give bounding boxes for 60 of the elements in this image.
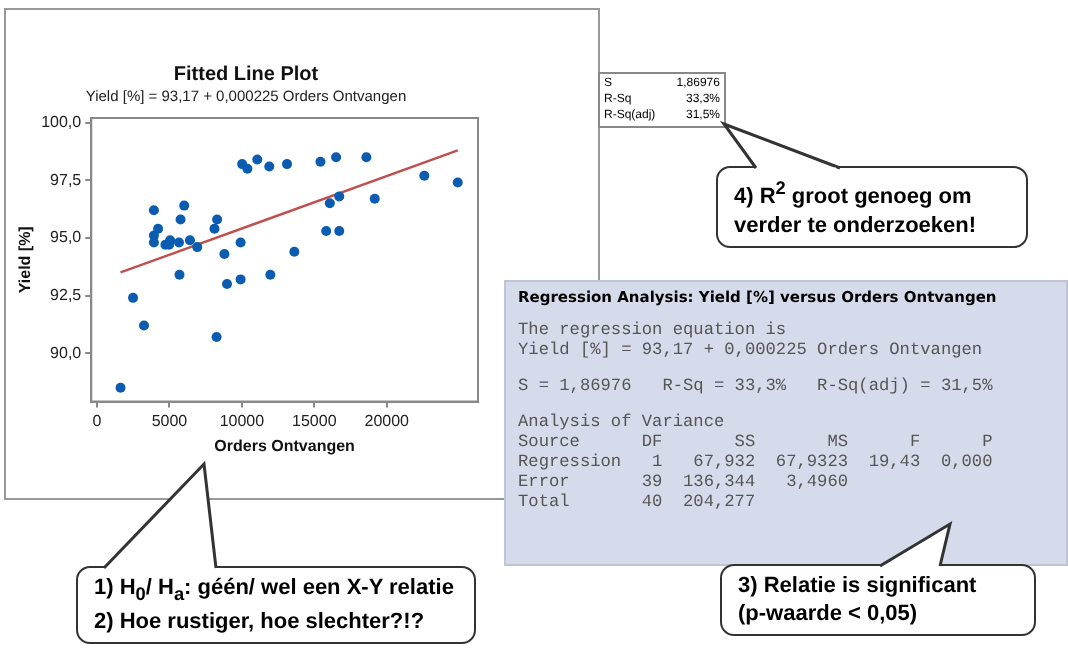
point: [289, 246, 300, 257]
point: [235, 237, 246, 248]
y-tick-label: 90,0: [50, 343, 83, 362]
point: [173, 237, 184, 248]
point: [179, 200, 190, 211]
text: 4) R$^{2}$ groot genoeg om verder te onderzoeken!: [734, 176, 979, 240]
text: The regression equation is: [518, 320, 789, 340]
text: 2) Hoe rustiger, hoe slechter?!?: [94, 608, 427, 637]
x-tick-label: 0: [92, 411, 103, 430]
text: Analysis of Variance: [518, 412, 727, 432]
point: [419, 170, 430, 181]
y-tick-label: 95,0: [50, 228, 83, 247]
point: [324, 198, 335, 209]
point: [282, 159, 293, 170]
point: [139, 320, 150, 331]
point: [219, 249, 230, 260]
point: [334, 191, 345, 202]
point: [211, 332, 222, 343]
text: Regression 1 67,932 67,9323 19,43 0,000: [518, 452, 995, 472]
point: [242, 163, 253, 174]
text: 3) Relatie is significant: [738, 572, 979, 600]
x-tick-label: 10000: [219, 411, 266, 430]
x-tick-label: 5000: [151, 411, 189, 430]
point: [115, 382, 126, 393]
point: [315, 156, 326, 167]
text: (p-waarde < 0,05): [738, 600, 920, 628]
y-tick-label: 100,0: [41, 113, 83, 132]
x-axis-title: Orders Ontvangen: [214, 436, 356, 455]
point: [175, 214, 186, 225]
point: [235, 274, 246, 285]
point: [265, 269, 276, 280]
point: [212, 214, 223, 225]
point: [452, 177, 463, 188]
point: [128, 292, 139, 303]
text: Yield [%] = 93,17 + 0,000225 Orders Ontvangen: [518, 340, 985, 360]
chart-title: Fitted Line Plot: [173, 63, 320, 86]
x-tick-label: 15000: [292, 411, 338, 430]
point: [209, 223, 220, 234]
point: [331, 152, 342, 163]
point: [252, 154, 263, 165]
source-note: Source DF SS MS F P: [518, 432, 995, 452]
point: [192, 242, 203, 253]
point: [174, 269, 185, 280]
point: [222, 279, 233, 290]
text: 1) H$_{0}$/ H$_{a}$: géén/ wel een X-Y relatie: [94, 574, 456, 609]
point: [264, 161, 275, 172]
y-tick-label: 92,5: [50, 285, 83, 304]
x-tick-label: 20000: [364, 411, 411, 430]
y-tick-label: 97,5: [50, 170, 83, 189]
y-axis-title: Yield [%]: [16, 225, 35, 294]
text: Total 40 204,277: [518, 492, 758, 512]
point: [369, 193, 380, 204]
text: Error 39 136,344 3,4960: [518, 472, 851, 492]
point: [321, 225, 332, 236]
point: [184, 235, 195, 246]
point: [153, 223, 164, 234]
text: S = 1,86976 R-Sq = 33,3% R-Sq(adj) = 31,5%: [518, 376, 995, 396]
point: [334, 225, 345, 236]
point: [361, 152, 372, 163]
point: [148, 205, 159, 216]
